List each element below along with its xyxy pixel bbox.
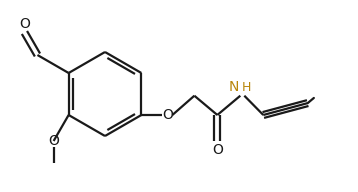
Text: O: O — [212, 143, 223, 157]
Text: O: O — [162, 108, 173, 122]
Text: N: N — [229, 80, 239, 94]
Text: O: O — [19, 17, 30, 31]
Text: O: O — [48, 134, 59, 148]
Text: H: H — [241, 81, 251, 94]
